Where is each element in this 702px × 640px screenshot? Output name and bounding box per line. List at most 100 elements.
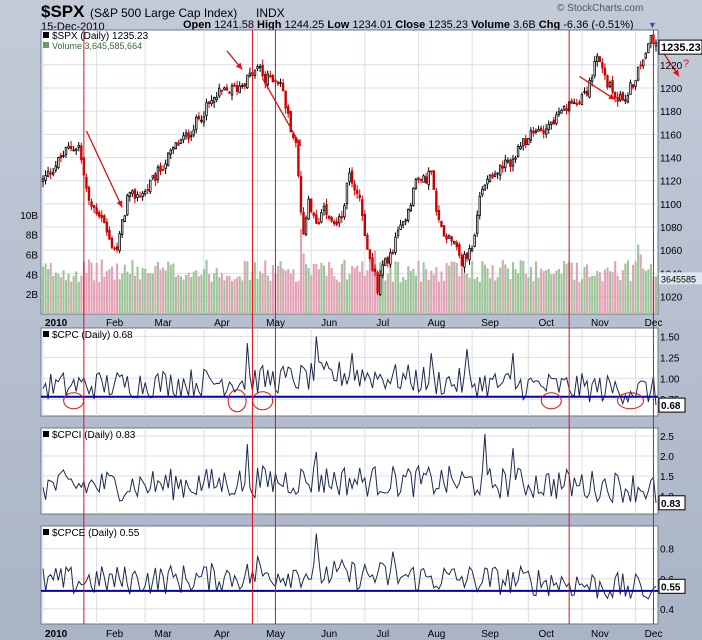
candle-body	[169, 149, 172, 155]
volume-bar	[205, 259, 208, 314]
volume-bar	[243, 260, 246, 314]
volume-bar	[322, 265, 326, 314]
candle-body	[654, 42, 658, 47]
candle-body	[399, 224, 402, 231]
open-value: 1241.58	[214, 19, 254, 31]
candle-body	[527, 138, 530, 146]
volume-bar	[504, 264, 507, 314]
panel-4	[40, 525, 659, 625]
volume-bar	[67, 273, 70, 314]
candle-body	[146, 188, 149, 191]
volume-bar	[619, 280, 622, 314]
low-reading-circle	[616, 392, 644, 410]
volume-bar	[511, 261, 515, 314]
volume-bar	[368, 261, 372, 314]
volume-bar	[266, 275, 269, 314]
month-label: Oct	[539, 318, 555, 329]
volume-bar	[228, 275, 231, 314]
volume-bar	[545, 270, 548, 314]
candle-body	[307, 198, 310, 220]
candle-body	[511, 158, 515, 167]
candle-body	[141, 192, 144, 198]
volume-bar	[473, 278, 476, 314]
month-label: Mar	[155, 629, 173, 640]
month-label: Jul	[376, 629, 389, 640]
volume-bar	[634, 261, 637, 314]
indicator-last-label: 0.55	[661, 582, 681, 593]
candle-body	[85, 176, 88, 189]
month-label: Jun	[321, 318, 337, 329]
candle-body	[371, 257, 374, 272]
candle-body	[149, 179, 152, 193]
volume-bar	[151, 273, 154, 314]
candle-body	[493, 173, 497, 177]
volume-bar	[299, 228, 303, 314]
high-label: High	[257, 19, 282, 31]
volume-bar	[460, 267, 463, 314]
volume-bar	[509, 278, 512, 314]
volume-bar	[294, 281, 297, 314]
candle-body	[616, 96, 619, 102]
candle-body	[289, 111, 292, 133]
volume-bar	[144, 268, 147, 314]
volume-bar	[210, 281, 213, 314]
candle-body	[261, 64, 264, 77]
volume-bars-group	[42, 228, 658, 314]
indicator-line-1	[42, 336, 657, 406]
candle-body	[524, 138, 527, 146]
volume-bar	[100, 259, 103, 314]
volume-bar	[246, 261, 249, 314]
low-reading-circle	[63, 392, 85, 410]
quote-bar: Open 1241.58 High 1244.25 Low 1234.01 Cl…	[183, 19, 634, 31]
candle-body	[624, 99, 627, 102]
volume-bar	[44, 263, 47, 314]
candle-body	[302, 211, 305, 235]
dropdown-arrow-icon[interactable]: ▼	[648, 20, 657, 30]
volume-bar	[179, 276, 183, 314]
candle-body	[230, 85, 234, 96]
candle-body	[54, 165, 57, 171]
candle-body	[437, 209, 441, 220]
candle-body	[210, 100, 213, 105]
volume-bar	[307, 267, 310, 314]
volume-bar	[481, 261, 484, 314]
volume-bar	[394, 261, 397, 314]
candle-body	[172, 147, 175, 150]
volume-bar	[397, 262, 400, 314]
volume-bar	[611, 272, 614, 314]
month-label: May	[266, 318, 285, 329]
volume-bar	[113, 279, 116, 314]
candle-body	[315, 214, 318, 224]
volume-bar	[575, 262, 578, 314]
candle-body	[238, 85, 241, 94]
volume-bar	[534, 261, 538, 314]
volume-bar	[343, 259, 346, 314]
volume-bar	[85, 273, 88, 314]
volume-bar	[381, 260, 384, 314]
candle-body	[463, 253, 466, 268]
candle-body	[235, 85, 239, 92]
volume-bar	[264, 260, 267, 314]
volume-bar	[236, 277, 239, 314]
candle-body	[348, 172, 351, 183]
volume-bar	[407, 266, 410, 314]
volume-bar	[432, 274, 435, 314]
volume-bar	[435, 266, 438, 314]
price-tick-label: 1020	[660, 293, 683, 304]
candle-body	[498, 164, 502, 176]
candle-body	[560, 109, 563, 114]
volume-bar	[105, 271, 108, 314]
volume-bar	[356, 265, 359, 314]
candle-body	[118, 233, 121, 251]
volume-bar	[49, 263, 52, 314]
candle-body	[59, 154, 63, 159]
candle-body	[253, 69, 257, 76]
month-label: Feb	[106, 629, 124, 640]
volume-bar	[261, 273, 264, 314]
volume-bar	[404, 279, 407, 314]
volume-bar	[256, 279, 259, 314]
volume-bar	[478, 281, 481, 314]
candle-body	[143, 190, 147, 195]
volume-bar	[276, 265, 280, 314]
candle-body	[476, 214, 479, 234]
